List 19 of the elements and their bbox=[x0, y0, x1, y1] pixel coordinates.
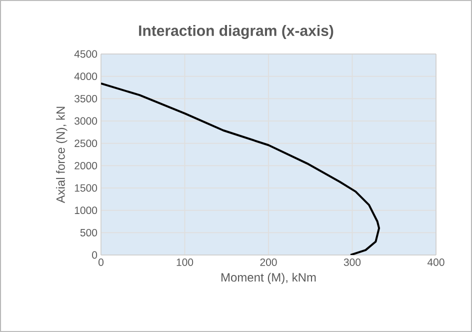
y-tick-label: 3000 bbox=[74, 117, 98, 125]
y-axis-title: Axial force (N), kN bbox=[56, 106, 68, 204]
x-tick-label: 300 bbox=[344, 258, 361, 266]
y-tick-label: 2000 bbox=[74, 162, 98, 170]
line-series bbox=[101, 82, 380, 255]
x-tick-label: 100 bbox=[176, 258, 194, 266]
y-tick-label: 4000 bbox=[74, 72, 98, 80]
x-tick-label: 200 bbox=[260, 258, 277, 266]
y-tick-label: 500 bbox=[80, 228, 98, 236]
chart-title: Interaction diagram (x-axis) bbox=[139, 24, 334, 40]
y-tick-label: 1500 bbox=[74, 184, 98, 192]
y-tick-label: 3500 bbox=[74, 94, 98, 102]
x-tick-label: 400 bbox=[427, 258, 444, 266]
y-tick-label: 2500 bbox=[74, 140, 98, 148]
x-tick-label: 0 bbox=[98, 258, 104, 266]
y-tick-label: 4500 bbox=[74, 50, 98, 58]
y-tick-label: 0 bbox=[92, 251, 98, 259]
x-axis-title: Moment (M), kNm bbox=[221, 272, 316, 284]
y-tick-label: 1000 bbox=[74, 206, 98, 214]
